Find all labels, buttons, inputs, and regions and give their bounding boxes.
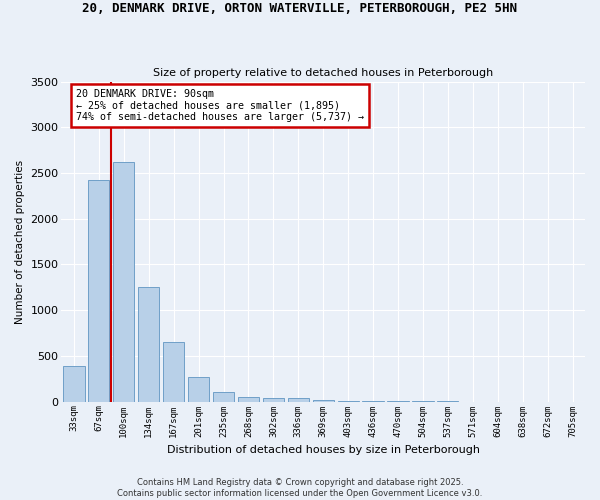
Bar xyxy=(313,400,334,402)
Bar xyxy=(88,180,109,402)
Bar xyxy=(64,366,85,402)
Bar xyxy=(188,377,209,402)
Bar xyxy=(362,401,383,402)
Y-axis label: Number of detached properties: Number of detached properties xyxy=(15,160,25,324)
Text: 20, DENMARK DRIVE, ORTON WATERVILLE, PETERBOROUGH, PE2 5HN: 20, DENMARK DRIVE, ORTON WATERVILLE, PET… xyxy=(83,2,517,16)
Bar xyxy=(138,288,160,402)
X-axis label: Distribution of detached houses by size in Peterborough: Distribution of detached houses by size … xyxy=(167,445,480,455)
Bar xyxy=(213,392,234,402)
Title: Size of property relative to detached houses in Peterborough: Size of property relative to detached ho… xyxy=(153,68,493,78)
Bar xyxy=(113,162,134,402)
Bar xyxy=(238,396,259,402)
Text: Contains HM Land Registry data © Crown copyright and database right 2025.
Contai: Contains HM Land Registry data © Crown c… xyxy=(118,478,482,498)
Bar xyxy=(163,342,184,402)
Bar xyxy=(263,398,284,402)
Bar xyxy=(288,398,309,402)
Bar xyxy=(338,400,359,402)
Text: 20 DENMARK DRIVE: 90sqm
← 25% of detached houses are smaller (1,895)
74% of semi: 20 DENMARK DRIVE: 90sqm ← 25% of detache… xyxy=(76,89,364,122)
